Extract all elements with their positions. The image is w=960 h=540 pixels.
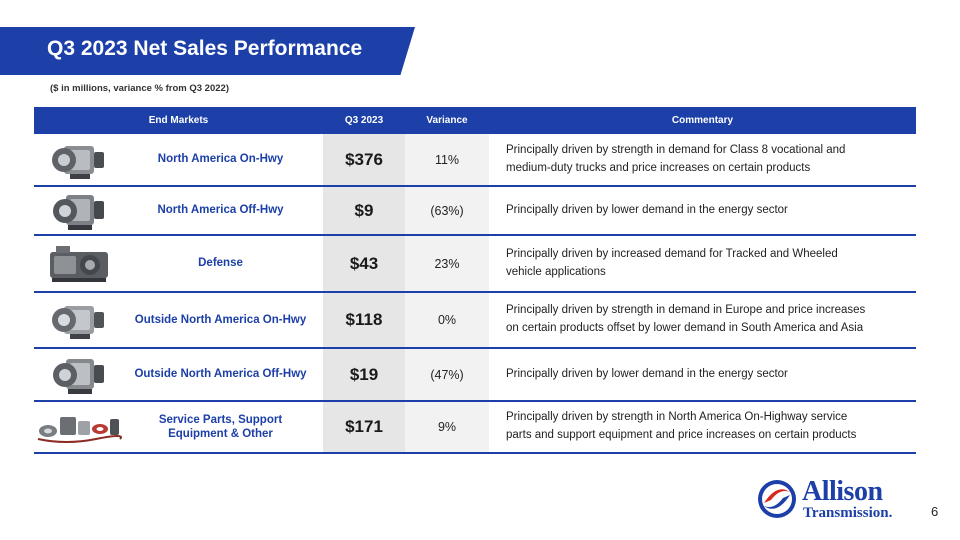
market-name: North America Off-Hwy [157,204,284,217]
commentary-cell: Principally driven by lower demand in th… [489,187,916,234]
table-row: Service Parts, Support Equipment & Other… [34,402,916,454]
q3-value: $376 [323,134,405,185]
transmission-icon [34,134,124,185]
commentary-cell: Principally driven by strength in demand… [489,134,916,185]
table-row: North America Off-Hwy $9 (63%) Principal… [34,187,916,236]
variance-value: 9% [405,402,489,452]
table-row: Outside North America Off-Hwy $19 (47%) … [34,349,916,402]
market-name: Defense [198,257,243,270]
page-subtitle: ($ in millions, variance % from Q3 2022) [50,83,229,94]
page-title: Q3 2023 Net Sales Performance [47,37,363,60]
defense-transmission-icon [34,236,124,291]
transmission-icon [34,349,124,400]
commentary-line: vehicle applications [506,265,606,278]
q3-value: $43 [323,236,405,291]
commentary-cell: Principally driven by strength in demand… [489,293,916,347]
table-header: End Markets Q3 2023 Variance Commentary [34,107,916,134]
commentary-line: Principally driven by lower demand in th… [506,367,788,380]
market-cell: Outside North America Off-Hwy [34,349,323,400]
allison-logo: Allison Transmission. [756,476,921,521]
variance-value: (47%) [405,349,489,400]
market-cell: Defense [34,236,323,291]
commentary-line: Principally driven by increased demand f… [506,247,838,260]
market-name: Service Parts, Support Equipment & Other [124,413,323,442]
commentary-cell: Principally driven by lower demand in th… [489,349,916,400]
transmission-icon [34,293,124,347]
market-name-line: Equipment & Other [168,428,273,440]
commentary-line: on certain products offset by lower dema… [506,322,864,334]
service-parts-icon [34,402,124,452]
col-commentary: Commentary [671,115,734,126]
q3-value: $19 [323,349,405,400]
variance-value: 23% [405,236,489,291]
table-row: North America On-Hwy $376 11% Principall… [34,134,916,187]
col-end-markets: End Markets [148,115,209,126]
page-number: 6 [931,504,939,519]
net-sales-table: End Markets Q3 2023 Variance Commentary … [34,107,916,454]
table-row: Outside North America On-Hwy $118 0% Pri… [34,293,916,349]
market-name-line: Service Parts, Support [158,413,283,426]
q3-value: $9 [323,187,405,234]
col-q3-2023: Q3 2023 [344,115,384,126]
variance-value: 11% [405,134,489,185]
market-name: Outside North America Off-Hwy [134,368,307,381]
market-name: Outside North America On-Hwy [134,313,307,326]
variance-value: 0% [405,293,489,347]
allison-emblem-icon [758,480,796,518]
market-cell: Outside North America On-Hwy [34,293,323,347]
transmission-icon [34,187,124,234]
commentary-line: Principally driven by lower demand in th… [506,203,788,216]
logo-wordmark-allison: Allison [802,476,883,507]
table-row: Defense $43 23% Principally driven by in… [34,236,916,293]
commentary-line: medium-duty trucks and price increases o… [506,161,811,174]
market-cell: Service Parts, Support Equipment & Other [34,402,323,452]
market-name: North America On-Hwy [157,153,284,166]
q3-value: $118 [323,293,405,347]
commentary-line: Principally driven by strength in North … [506,411,848,424]
variance-value: (63%) [405,187,489,234]
col-variance: Variance [426,115,468,126]
logo-wordmark-transmission: Transmission. [803,505,893,521]
market-cell: North America Off-Hwy [34,187,323,234]
commentary-line: Principally driven by strength in demand… [506,143,846,156]
title-banner [0,27,415,75]
commentary-cell: Principally driven by increased demand f… [489,236,916,291]
commentary-line: Principally driven by strength in demand… [506,304,866,317]
commentary-cell: Principally driven by strength in North … [489,402,916,452]
q3-value: $171 [323,402,405,452]
market-cell: North America On-Hwy [34,134,323,185]
commentary-line: parts and support equipment and price in… [506,429,857,441]
